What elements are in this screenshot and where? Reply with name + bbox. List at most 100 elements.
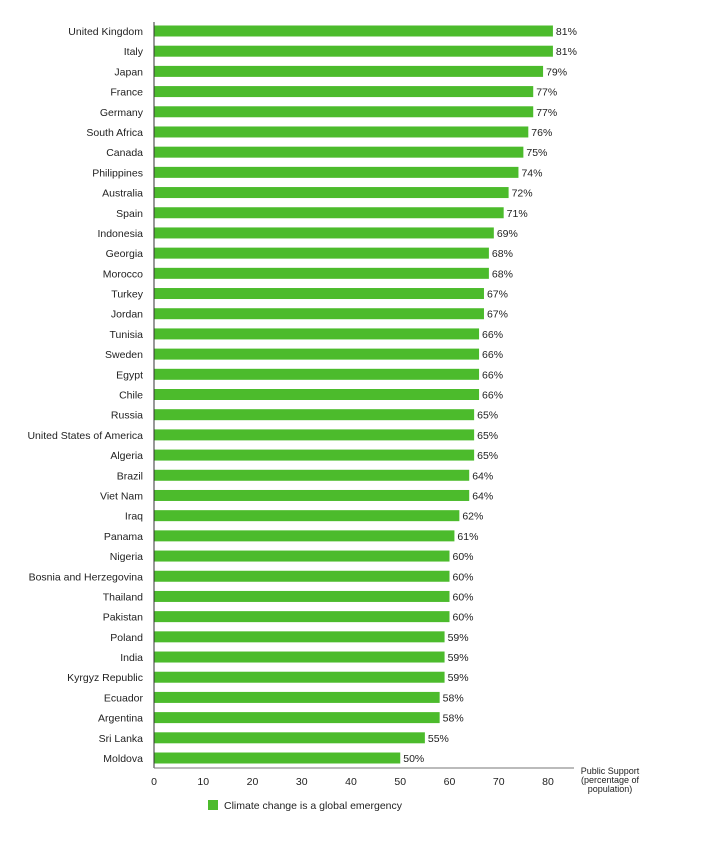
category-label: Philippines <box>92 167 143 179</box>
category-label: United Kingdom <box>68 26 143 38</box>
bar <box>154 510 460 522</box>
category-label: Argentina <box>98 713 143 725</box>
legend-swatch <box>208 800 218 810</box>
bar <box>154 207 504 219</box>
data-label: 64% <box>472 470 493 482</box>
x-tick-label: 10 <box>197 776 209 788</box>
legend-label: Climate change is a global emergency <box>224 800 403 812</box>
data-label: 67% <box>487 289 508 301</box>
category-label: Italy <box>124 46 144 58</box>
data-label: 58% <box>443 713 464 725</box>
bar <box>154 449 475 461</box>
category-label: Turkey <box>111 289 143 301</box>
x-tick-label: 40 <box>345 776 357 788</box>
category-label: Sri Lanka <box>99 733 144 745</box>
data-label: 72% <box>512 188 533 200</box>
x-tick-label: 60 <box>444 776 456 788</box>
bar <box>154 65 544 77</box>
data-label: 69% <box>497 228 518 240</box>
data-label: 66% <box>482 349 503 361</box>
category-label: Bosnia and Herzegovina <box>29 571 144 583</box>
data-label: 77% <box>536 107 557 119</box>
category-label: Moldova <box>103 753 143 765</box>
data-label: 60% <box>453 612 474 624</box>
category-label: South Africa <box>86 127 143 139</box>
bar <box>154 146 524 158</box>
category-label: Pakistan <box>103 612 143 624</box>
bar <box>154 671 445 683</box>
bar <box>154 288 484 300</box>
category-label: Brazil <box>117 470 143 482</box>
bar <box>154 247 489 259</box>
bar <box>154 126 529 138</box>
data-label: 81% <box>556 26 577 38</box>
bar <box>154 389 480 400</box>
data-label: 59% <box>448 652 469 664</box>
data-label: 60% <box>453 591 474 603</box>
x-axis-label: (percentage of <box>581 775 640 785</box>
data-label: 75% <box>526 147 547 159</box>
data-label: 58% <box>443 692 464 704</box>
category-label: Australia <box>102 188 143 200</box>
category-label: Ecuador <box>104 692 144 704</box>
category-label: Germany <box>100 107 144 119</box>
data-label: 77% <box>536 87 557 99</box>
data-label: 59% <box>448 672 469 684</box>
category-label: United States of America <box>27 430 143 442</box>
bar <box>154 489 470 501</box>
data-label: 65% <box>477 410 498 422</box>
category-label: Kyrgyz Republic <box>67 672 143 684</box>
bar <box>154 611 450 623</box>
category-label: Iraq <box>125 511 143 523</box>
category-label: Morocco <box>103 268 143 280</box>
data-label: 81% <box>556 46 577 58</box>
bar <box>154 590 450 602</box>
data-label: 60% <box>453 551 474 563</box>
data-label: 62% <box>462 511 483 523</box>
bar <box>154 348 480 360</box>
bar <box>154 429 475 441</box>
bar <box>154 166 519 178</box>
category-label: Russia <box>111 410 143 422</box>
category-label: Algeria <box>110 450 143 462</box>
category-label: Viet Nam <box>100 490 143 502</box>
category-label: France <box>110 87 143 99</box>
category-label: Indonesia <box>97 228 143 240</box>
category-label: Georgia <box>106 248 144 260</box>
bar <box>154 712 440 724</box>
data-label: 60% <box>453 571 474 583</box>
x-tick-label: 70 <box>493 776 505 788</box>
data-label: 74% <box>521 167 542 179</box>
data-label: 66% <box>482 329 503 341</box>
category-label: Japan <box>114 66 143 78</box>
category-label: Spain <box>116 208 143 220</box>
category-label: Sweden <box>105 349 143 361</box>
data-label: 68% <box>492 268 513 280</box>
x-tick-label: 50 <box>394 776 406 788</box>
category-label: Poland <box>110 632 143 644</box>
bar <box>154 732 425 744</box>
x-axis-label: Public Support <box>581 766 640 776</box>
data-label: 65% <box>477 430 498 442</box>
bar <box>154 45 553 57</box>
data-label: 71% <box>507 208 528 220</box>
data-label: 76% <box>531 127 552 139</box>
x-tick-label: 30 <box>296 776 308 788</box>
data-label: 66% <box>482 390 503 402</box>
bar <box>154 651 445 663</box>
bar <box>154 550 450 562</box>
category-label: Tunisia <box>110 329 144 341</box>
bar <box>154 25 553 37</box>
x-axis-label: population) <box>588 784 633 794</box>
x-tick-label: 80 <box>542 776 554 788</box>
bar <box>154 267 489 279</box>
bar <box>154 530 455 542</box>
data-label: 55% <box>428 733 449 745</box>
bar <box>154 570 450 582</box>
data-label: 65% <box>477 450 498 462</box>
data-label: 59% <box>448 632 469 644</box>
bar <box>154 469 470 481</box>
bar <box>154 368 480 380</box>
data-label: 68% <box>492 248 513 260</box>
